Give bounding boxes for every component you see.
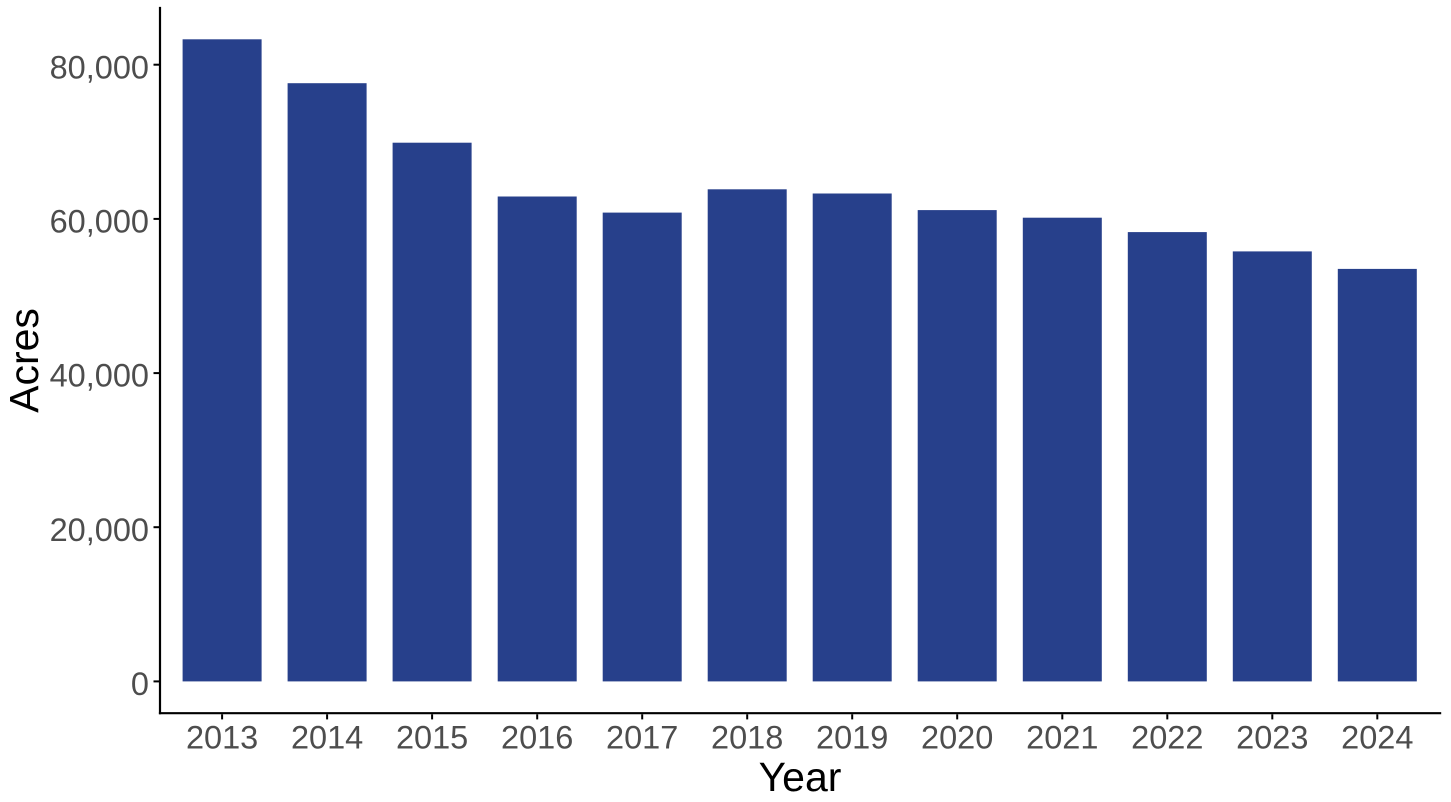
svg-text:2014: 2014 (291, 719, 363, 755)
svg-text:Acres: Acres (1, 308, 47, 413)
svg-text:2019: 2019 (816, 719, 888, 755)
svg-text:Year: Year (759, 754, 842, 797)
svg-text:2018: 2018 (711, 719, 783, 755)
svg-text:2022: 2022 (1131, 719, 1203, 755)
svg-text:2020: 2020 (921, 719, 993, 755)
svg-text:2021: 2021 (1026, 719, 1098, 755)
svg-text:80,000: 80,000 (50, 49, 149, 85)
svg-text:2015: 2015 (396, 719, 468, 755)
svg-text:60,000: 60,000 (50, 204, 149, 240)
svg-text:20,000: 20,000 (50, 512, 149, 548)
svg-text:2013: 2013 (186, 719, 258, 755)
svg-text:0: 0 (131, 666, 149, 702)
svg-text:2016: 2016 (501, 719, 573, 755)
svg-text:2017: 2017 (606, 719, 678, 755)
svg-text:40,000: 40,000 (50, 358, 149, 394)
svg-text:2023: 2023 (1236, 719, 1308, 755)
svg-text:2024: 2024 (1341, 719, 1413, 755)
